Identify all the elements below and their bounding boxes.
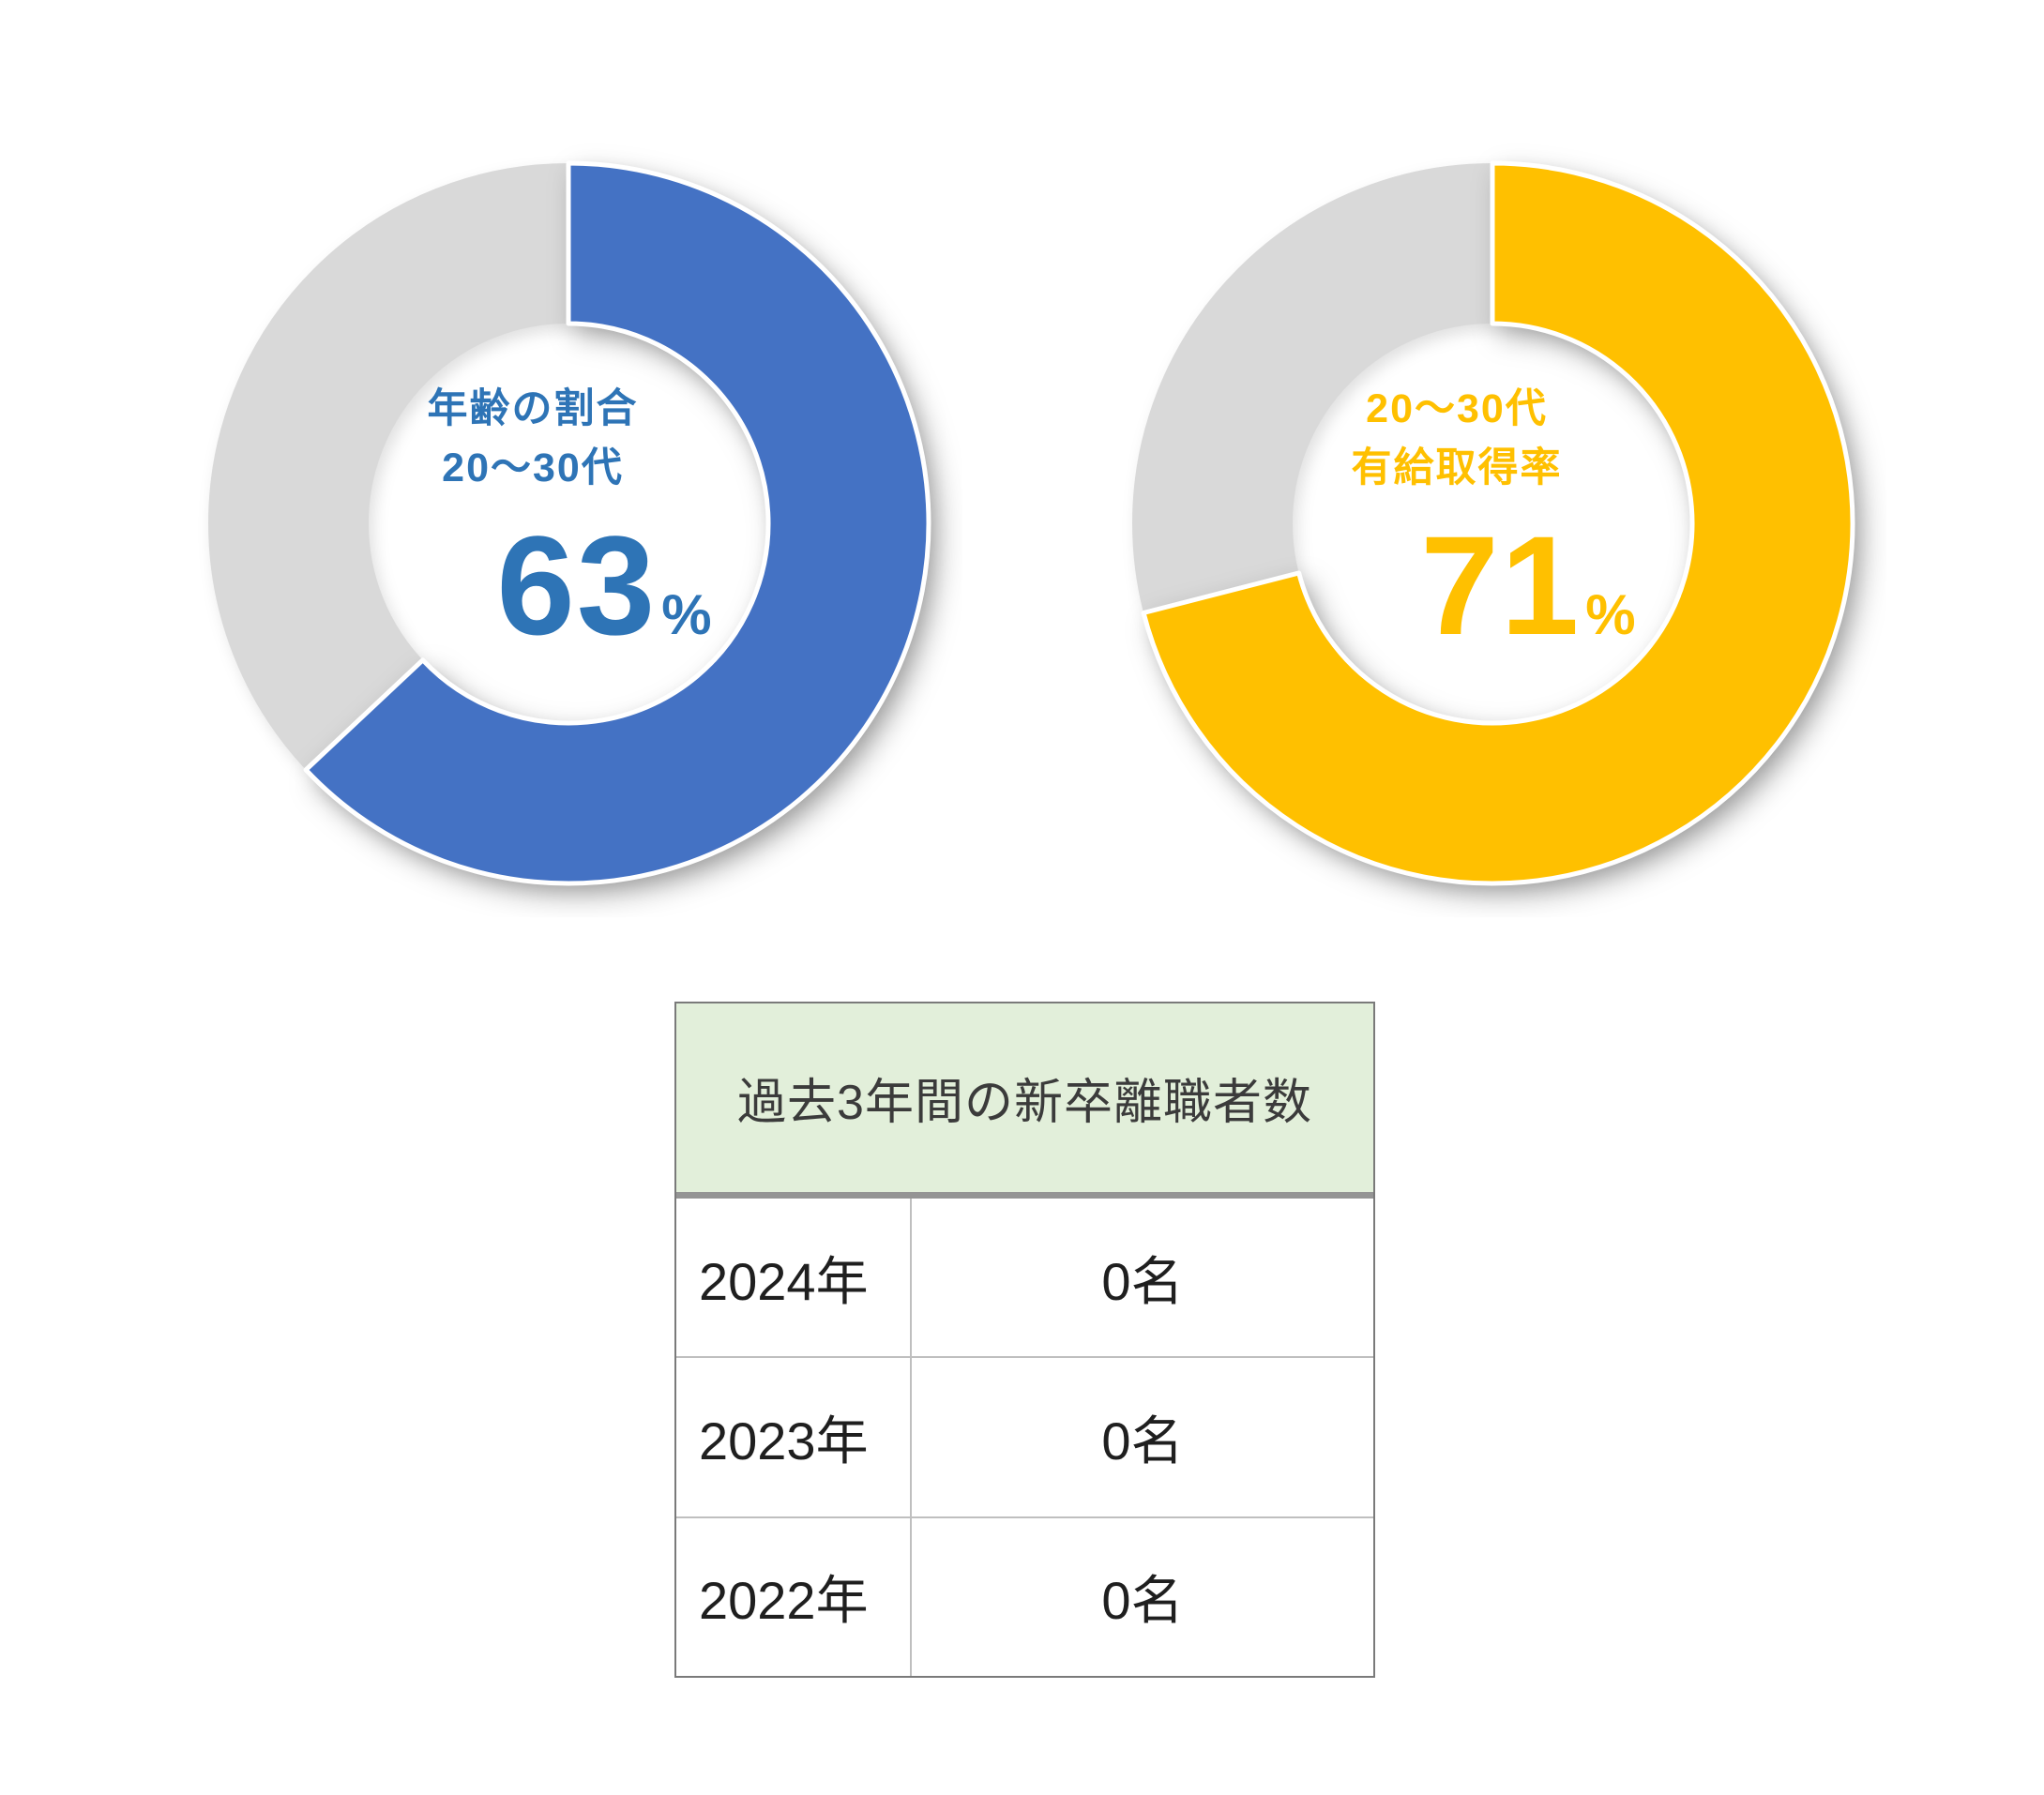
table-row-2024: 2024年 0名 bbox=[676, 1199, 1373, 1357]
age-ratio-center-text: 年齢の割合 20〜30代 63% bbox=[174, 129, 962, 917]
count-cell: 0名 bbox=[1101, 1410, 1184, 1471]
paid-leave-label: 20〜30代 有給取得率 bbox=[1352, 380, 1563, 497]
age-ratio-label: 年齢の割合 20〜30代 bbox=[428, 380, 639, 497]
donut-chart-age-ratio: 年齢の割合 20〜30代 63% bbox=[174, 129, 962, 917]
paid-leave-value-number: 71 bbox=[1420, 505, 1582, 664]
table-row-2022: 2022年 0名 bbox=[676, 1516, 1373, 1676]
age-ratio-label-line1: 年齢の割合 bbox=[427, 386, 639, 432]
age-ratio-value: 63% bbox=[496, 505, 711, 667]
year-cell: 2023年 bbox=[676, 1358, 912, 1516]
donut-chart-paid-leave: 20〜30代 有給取得率 71% bbox=[1098, 129, 1886, 917]
attrition-table-title-text: 過去3年間の新卒離職者数 bbox=[737, 1076, 1312, 1130]
year-cell: 2024年 bbox=[676, 1199, 912, 1357]
paid-leave-label-line2: 有給取得率 bbox=[1351, 445, 1563, 490]
paid-leave-center-text: 20〜30代 有給取得率 71% bbox=[1098, 129, 1886, 917]
table-row-2023: 2023年 0名 bbox=[676, 1356, 1373, 1516]
paid-leave-value: 71% bbox=[1420, 505, 1635, 667]
attrition-table-body: 2024年 0名 2023年 0名 2022年 0名 bbox=[676, 1199, 1373, 1676]
count-cell: 0名 bbox=[1101, 1251, 1184, 1311]
year-cell: 2022年 bbox=[676, 1517, 912, 1676]
paid-leave-percent-sign: % bbox=[1585, 582, 1636, 646]
age-ratio-label-line2: 20〜30代 bbox=[442, 445, 624, 490]
attrition-table-title: 過去3年間の新卒離職者数 bbox=[676, 1003, 1373, 1199]
count-cell: 0名 bbox=[1101, 1571, 1184, 1631]
paid-leave-label-line1: 20〜30代 bbox=[1366, 386, 1548, 432]
age-ratio-value-number: 63 bbox=[496, 505, 658, 664]
attrition-table: 過去3年間の新卒離職者数 2024年 0名 2023年 0名 2022年 0名 bbox=[674, 1002, 1375, 1678]
age-ratio-donut-ring bbox=[208, 160, 931, 886]
paid-leave-donut-ring bbox=[1132, 160, 1855, 886]
age-ratio-percent-sign: % bbox=[661, 582, 712, 646]
